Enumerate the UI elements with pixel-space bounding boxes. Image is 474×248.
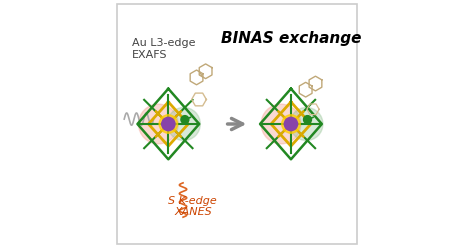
Text: Au L3-edge
EXAFS: Au L3-edge EXAFS <box>132 38 195 60</box>
Circle shape <box>284 117 298 131</box>
Circle shape <box>138 104 178 144</box>
Circle shape <box>303 116 311 124</box>
Circle shape <box>167 107 201 141</box>
Circle shape <box>159 115 178 133</box>
FancyBboxPatch shape <box>117 4 357 244</box>
Text: BINAS exchange: BINAS exchange <box>221 31 361 46</box>
Circle shape <box>261 104 301 144</box>
Circle shape <box>282 115 300 133</box>
Circle shape <box>181 116 189 124</box>
Text: S K-edge
XANES: S K-edge XANES <box>168 196 217 217</box>
Circle shape <box>290 107 323 141</box>
Circle shape <box>162 117 175 131</box>
